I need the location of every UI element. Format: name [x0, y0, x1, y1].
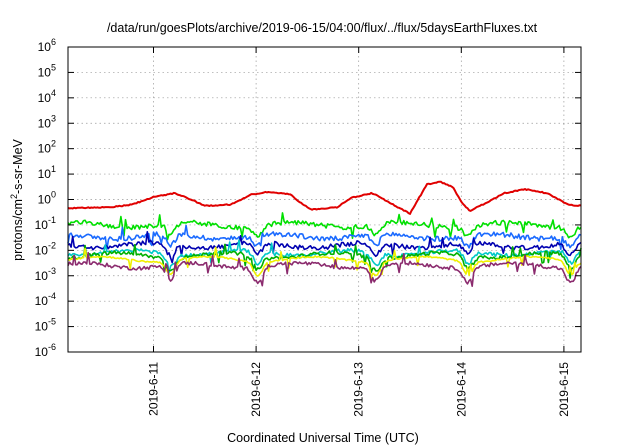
y-tick-label: 10-2 [35, 240, 56, 257]
x-axis-title: Coordinated Universal Time (UTC) [227, 431, 419, 445]
flux-series-line [67, 231, 582, 264]
x-ticks: 2019-6-11 2019-6-12 2019-6-13 2019-6-14 2019… [147, 47, 571, 417]
y-ticks: 10-6 10-5 10-4 10-3 10-2 10-1 100 101 102 103 104 1… [35, 37, 581, 359]
flux-series-line [67, 243, 582, 279]
y-tick-label: 10-5 [35, 317, 56, 334]
flux-series-line [67, 212, 582, 241]
flux-series-line [67, 251, 582, 288]
flux-series-line [67, 239, 582, 274]
flux-series-line [67, 246, 582, 280]
y-tick-label: 10-4 [35, 291, 56, 308]
x-tick-label: 2019-6-13 [352, 362, 366, 417]
chart-title: /data/run/goesPlots/archive/2019-06-15/0… [107, 21, 538, 35]
flux-series-line [67, 224, 582, 251]
y-tick-label: 10-6 [35, 342, 56, 359]
y-axis-title-sup: 2 [9, 194, 19, 199]
x-tick-label: 2019-6-11 [147, 362, 161, 416]
y-axis-title-post: -s-sr-MeV [11, 138, 25, 194]
y-tick-label: 10-3 [35, 266, 56, 283]
x-tick-label: 2019-6-12 [249, 362, 263, 417]
y-tick-label: 104 [38, 88, 56, 105]
y-tick-label: 101 [38, 164, 56, 181]
y-tick-label: 103 [38, 113, 56, 130]
x-tick-label: 2019-6-15 [557, 362, 571, 417]
y-axis-title-pre: protons/cm [11, 199, 25, 261]
y-tick-label: 106 [38, 37, 56, 54]
flux-series-line [67, 180, 582, 215]
y-tick-label: 105 [38, 62, 56, 79]
y-tick-label: 100 [38, 190, 56, 207]
y-tick-label: 10-1 [35, 215, 56, 232]
y-tick-label: 102 [38, 139, 56, 156]
x-tick-label: 2019-6-14 [454, 362, 468, 417]
y-axis-title: protons/cm2-s-sr-MeV [9, 138, 25, 260]
series-layer [67, 180, 582, 288]
